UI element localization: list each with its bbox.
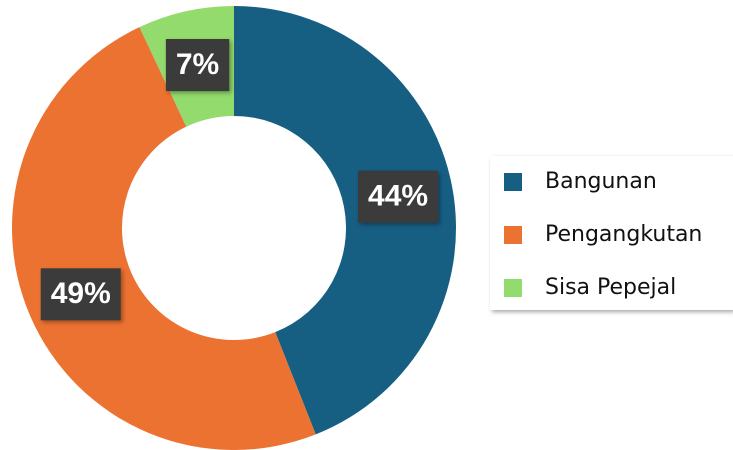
slice xyxy=(12,27,316,450)
data-label: 44% xyxy=(368,180,428,213)
data-label-box xyxy=(358,170,439,223)
data-label: 49% xyxy=(51,277,111,310)
legend-label: Bangunan xyxy=(545,169,657,194)
data-label-box xyxy=(165,39,230,92)
legend-label: Sisa Pepejal xyxy=(545,275,676,300)
legend-marker xyxy=(504,279,522,297)
legend-label: Pengangkutan xyxy=(545,222,702,247)
legend-marker xyxy=(504,173,522,191)
data-label: 7% xyxy=(176,48,219,81)
slice xyxy=(234,5,457,435)
data-label-box xyxy=(40,268,121,321)
legend-box xyxy=(490,156,733,310)
legend-marker xyxy=(504,226,522,244)
